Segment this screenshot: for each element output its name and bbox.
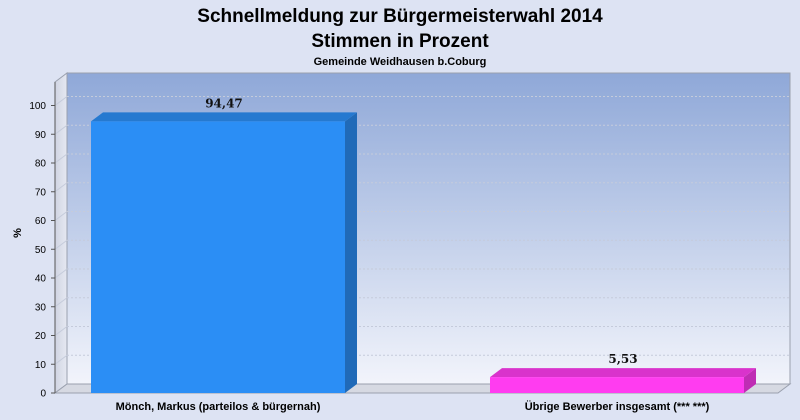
category-label: Übrige Bewerber insgesamt (*** ***) (525, 400, 710, 413)
y-tick-label: 30 (35, 302, 47, 313)
chart-title: Schnellmeldung zur Bürgermeisterwahl 201… (197, 6, 603, 27)
y-tick-label: 90 (35, 130, 47, 141)
bars: 94,47 5,53 (91, 96, 756, 394)
bar: 94,47 (91, 96, 357, 394)
y-tick-label: 70 (35, 187, 47, 198)
plot-side-wall (54, 72, 68, 394)
grid-line-side (54, 268, 68, 279)
y-tick-label: 20 (35, 331, 47, 342)
grid-line-side (54, 239, 68, 250)
grid-line-side (54, 326, 68, 336)
y-tick-label: 10 (35, 360, 47, 371)
chart-title-line2: Stimmen in Prozent (311, 31, 489, 52)
y-tick-label: 40 (35, 274, 47, 285)
grid-line-side (54, 211, 68, 221)
y-tick-label: 80 (35, 159, 47, 170)
y-tick-label: 60 (35, 216, 47, 227)
bar-value-label: 94,47 (205, 96, 243, 110)
grid-line-side (54, 354, 68, 365)
y-tick-label: 0 (40, 389, 46, 400)
y-tick-label: 50 (35, 245, 47, 256)
category-labels: Mönch, Markus (parteilos & bürgernah) Übr… (116, 400, 710, 413)
chart-subtitle: Gemeinde Weidhausen b.Coburg (314, 56, 487, 68)
bar-top (490, 368, 756, 378)
bar: 5,53 (490, 352, 756, 393)
grid-line-side (54, 182, 68, 193)
bar-side (345, 112, 357, 394)
bar-front (490, 377, 744, 393)
grid-line-side (54, 297, 68, 308)
category-label: Mönch, Markus (parteilos & bürgernah) (116, 401, 321, 413)
bar-top (91, 112, 357, 122)
y-tick-label: 100 (29, 101, 46, 112)
grid-line-side (54, 153, 68, 164)
bar-value-label: 5,53 (608, 352, 637, 366)
grid-line-side (54, 124, 68, 135)
grid-line-side (54, 96, 68, 106)
y-axis-ticks: 0 10 20 30 40 50 60 70 80 90 100 (29, 101, 55, 400)
bar-front (91, 121, 345, 394)
y-axis-label: % (12, 228, 24, 238)
bar-side (744, 368, 756, 393)
